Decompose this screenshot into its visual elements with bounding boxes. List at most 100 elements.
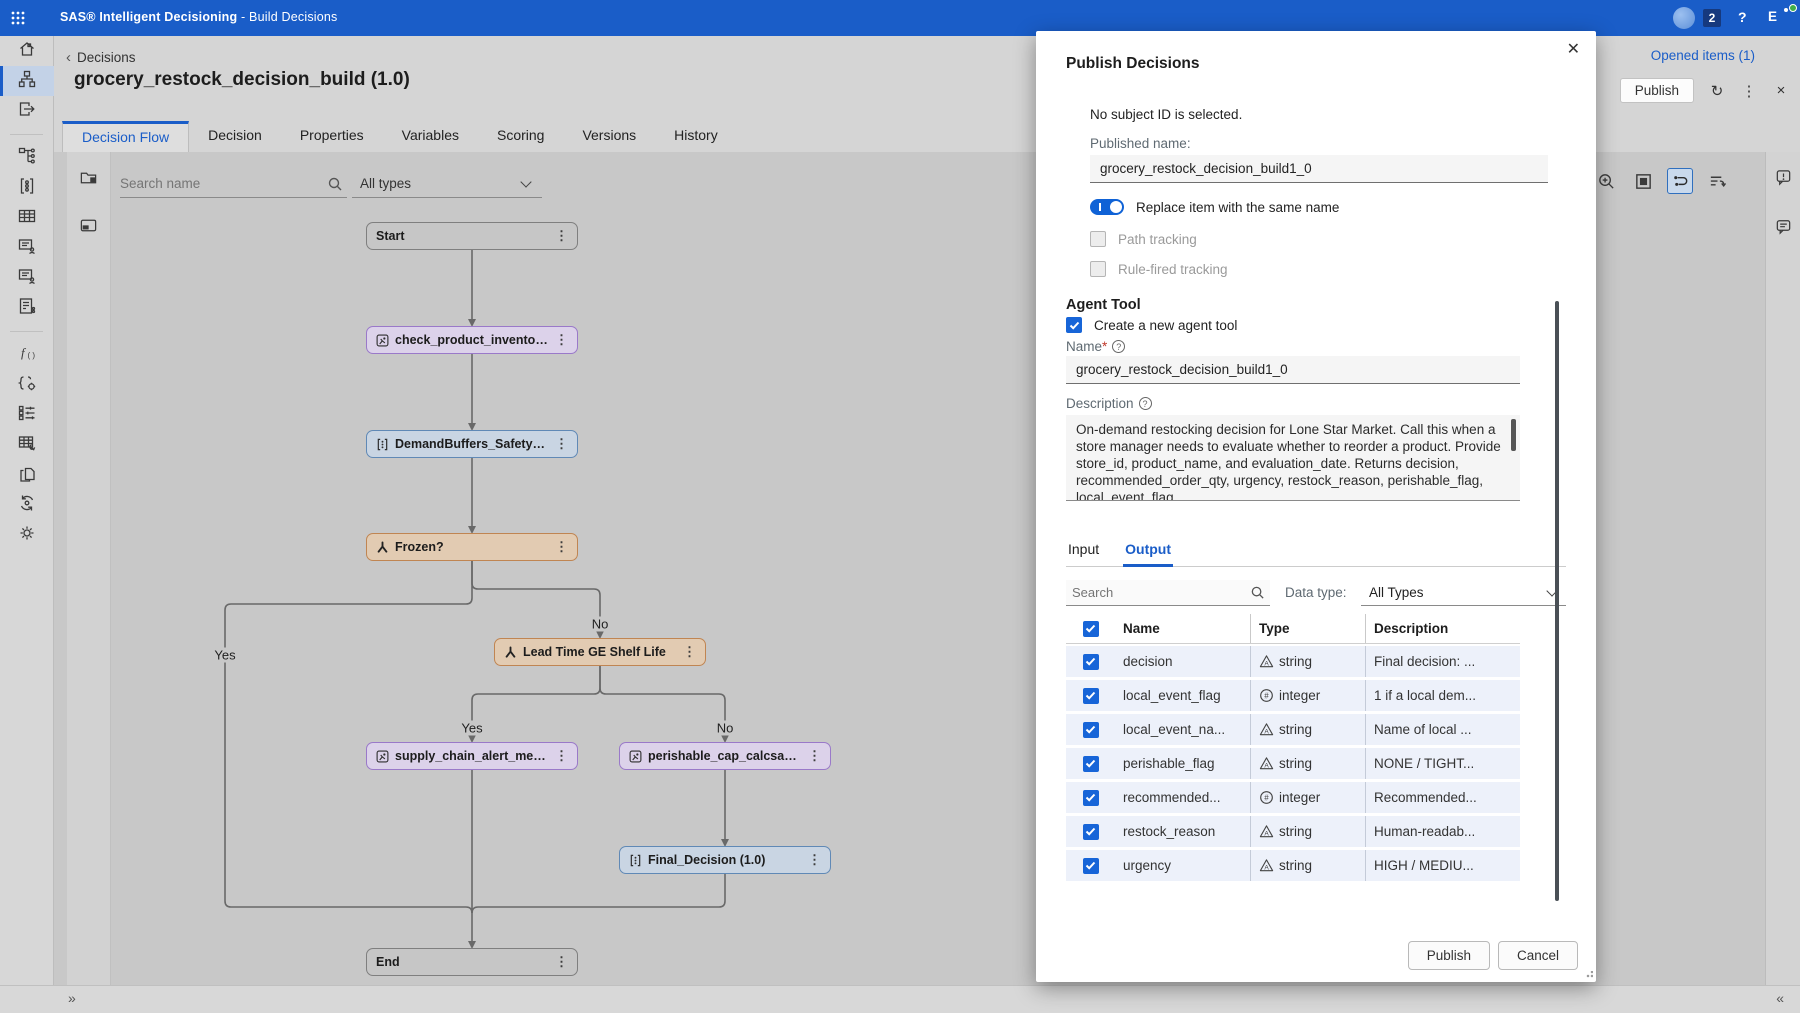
sidebar-item-build-decisions[interactable] <box>0 66 54 96</box>
node-kebab-icon[interactable]: ⋮ <box>808 748 821 763</box>
path-tracking-checkbox[interactable] <box>1090 231 1106 247</box>
help-circle-icon[interactable]: ? <box>1112 340 1126 353</box>
sidebar-item-publish-items[interactable] <box>0 96 54 126</box>
flow-node-lead[interactable]: Lead Time GE Shelf Life ⋮ <box>494 638 706 666</box>
help-icon[interactable]: ? <box>1738 9 1747 25</box>
sidebar-item-tags[interactable] <box>0 460 54 490</box>
node-kebab-icon[interactable]: ⋮ <box>683 644 696 659</box>
tab-properties[interactable]: Properties <box>299 127 364 143</box>
sidebar-item-record-lists[interactable] <box>0 293 54 323</box>
flow-node-check[interactable]: check_product_inventory (1.0) ⋮ <box>366 326 578 354</box>
sas-logo-icon[interactable] <box>1673 7 1695 29</box>
close-icon[interactable]: × <box>1776 82 1786 99</box>
sidebar-item-global-variables[interactable] <box>0 400 54 430</box>
row-checkbox[interactable] <box>1082 653 1099 670</box>
sidebar-item-settings[interactable] <box>0 520 54 550</box>
auto-arrange-icon[interactable] <box>1704 168 1730 194</box>
node-kebab-icon[interactable]: ⋮ <box>555 539 568 554</box>
sidebar-item-workflows[interactable] <box>0 490 54 520</box>
tab-history[interactable]: History <box>674 127 718 143</box>
data-type-dropdown[interactable]: All Types <box>1361 580 1566 606</box>
app-launcher-icon[interactable] <box>11 11 25 25</box>
comments-icon[interactable] <box>1774 217 1793 241</box>
refresh-icon[interactable]: ↻ <box>1710 82 1724 100</box>
node-search-field[interactable] <box>120 170 347 198</box>
sidebar-item-subject-records[interactable] <box>0 263 54 293</box>
tab-decision[interactable]: Decision <box>208 127 262 143</box>
objects-folder-icon[interactable] <box>79 168 98 192</box>
column-header-description[interactable]: Description <box>1365 614 1520 643</box>
flow-node-end[interactable]: End ⋮ <box>366 948 578 976</box>
description-textarea[interactable]: On-demand restocking decision for Lone S… <box>1066 415 1520 501</box>
flow-node-supply[interactable]: supply_chain_alert_message (... ⋮ <box>366 742 578 770</box>
flow-node-frozen[interactable]: Frozen? ⋮ <box>366 533 578 561</box>
rule-fired-tracking-checkbox[interactable] <box>1090 261 1106 277</box>
sidebar-item-functions[interactable]: f( ) <box>0 340 54 370</box>
flow-node-final[interactable]: Final_Decision (1.0) ⋮ <box>619 846 831 874</box>
node-search-input[interactable] <box>120 170 315 196</box>
dialog-publish-button[interactable]: Publish <box>1407 941 1490 970</box>
kebab-menu-icon[interactable]: ⋮ <box>1741 82 1757 100</box>
flow-node-perishable[interactable]: perishable_cap_calcsas (1.0) ⋮ <box>619 742 831 770</box>
dialog-scrollbar[interactable] <box>1555 301 1559 901</box>
published-name-input[interactable] <box>1090 155 1548 183</box>
row-checkbox[interactable] <box>1082 721 1099 738</box>
expand-panel-icon[interactable]: » <box>68 990 76 1006</box>
flow-node-demand[interactable]: DemandBuffers_SafetyStock ... ⋮ <box>366 430 578 458</box>
textarea-scrollbar[interactable] <box>1511 419 1516 451</box>
row-checkbox[interactable] <box>1082 789 1099 806</box>
opened-items-link[interactable]: Opened items (1) <box>1650 48 1755 63</box>
node-kebab-icon[interactable]: ⋮ <box>555 228 568 243</box>
user-avatar[interactable]: E <box>1768 9 1778 24</box>
variable-search-input[interactable] <box>1066 580 1270 606</box>
node-kebab-icon[interactable]: ⋮ <box>555 436 568 451</box>
row-checkbox[interactable] <box>1082 823 1099 840</box>
sidebar-item-subject-contacts[interactable] <box>0 233 54 263</box>
tab-scoring[interactable]: Scoring <box>496 127 545 143</box>
sidebar-item-data-tools[interactable] <box>0 430 54 460</box>
sidebar-item-decision-hierarchy[interactable] <box>0 143 54 173</box>
flow-layout-icon[interactable] <box>1667 168 1693 194</box>
row-checkbox[interactable] <box>1082 857 1099 874</box>
column-header-name[interactable]: Name <box>1123 621 1160 636</box>
table-row-local_event_flag[interactable]: local_event_flag # integer 1 if a local dem… <box>1066 680 1520 711</box>
flow-node-start[interactable]: Start ⋮ <box>366 222 578 250</box>
select-all-checkbox[interactable] <box>1082 620 1099 637</box>
tab-versions[interactable]: Versions <box>582 127 637 143</box>
sidebar-item-code-files[interactable] <box>0 370 54 400</box>
create-agent-tool-checkbox[interactable] <box>1066 317 1082 333</box>
sidebar-item-home[interactable] <box>0 36 54 66</box>
tab-variables[interactable]: Variables <box>401 127 459 143</box>
io-tab-output[interactable]: Output <box>1123 537 1174 567</box>
tab-decision-flow[interactable]: Decision Flow <box>62 121 190 152</box>
node-kebab-icon[interactable]: ⋮ <box>555 954 568 969</box>
io-tab-input[interactable]: Input <box>1068 541 1100 557</box>
sidebar-item-rule-sets[interactable] <box>0 173 54 203</box>
sidebar-item-lookup-tables[interactable] <box>0 203 54 233</box>
help-circle-icon[interactable]: ? <box>1138 397 1152 410</box>
table-row-recommended[interactable]: recommended... # integer Recommended... <box>1066 782 1520 813</box>
notifications-badge[interactable]: 2 <box>1703 9 1721 27</box>
row-checkbox[interactable] <box>1082 755 1099 772</box>
node-kebab-icon[interactable]: ⋮ <box>555 332 568 347</box>
dialog-close-icon[interactable]: ✕ <box>1566 41 1580 58</box>
row-checkbox[interactable] <box>1082 687 1099 704</box>
resize-handle[interactable] <box>1585 971 1593 979</box>
issues-icon[interactable] <box>1774 168 1793 192</box>
column-header-type[interactable]: Type <box>1250 614 1365 643</box>
replace-item-toggle[interactable] <box>1090 199 1124 215</box>
node-kebab-icon[interactable]: ⋮ <box>808 852 821 867</box>
breadcrumb[interactable]: ‹ Decisions <box>66 49 136 66</box>
agent-name-input[interactable] <box>1066 356 1520 384</box>
node-kebab-icon[interactable]: ⋮ <box>555 748 568 763</box>
collapse-panel-icon[interactable]: « <box>1776 990 1784 1006</box>
type-filter-dropdown[interactable]: All types <box>352 170 542 198</box>
publish-button[interactable]: Publish <box>1619 78 1694 103</box>
panel-toggle-icon[interactable] <box>79 216 98 240</box>
dialog-cancel-button[interactable]: Cancel <box>1497 941 1578 970</box>
